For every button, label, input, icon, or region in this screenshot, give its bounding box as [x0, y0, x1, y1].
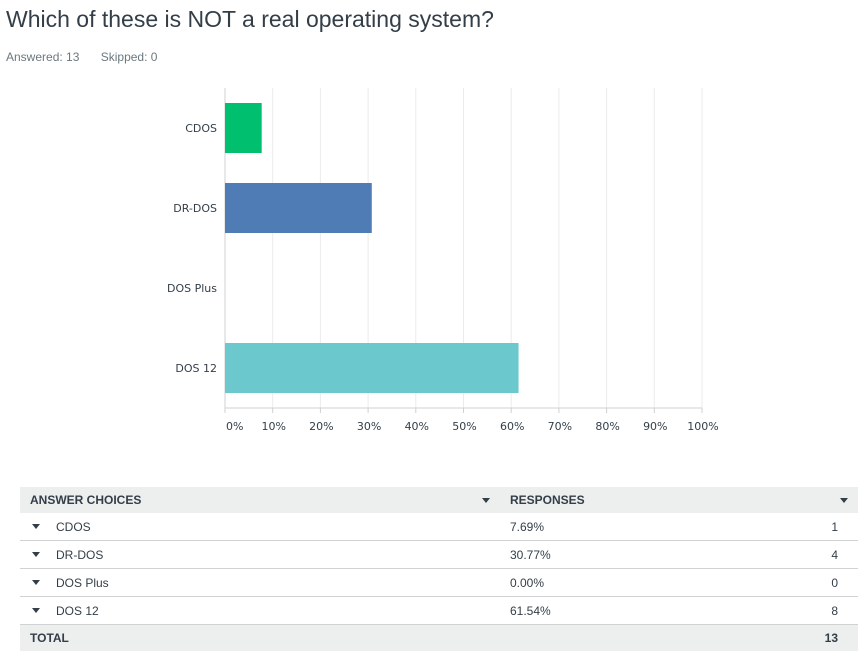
table-row: CDOS 7.69% 1	[20, 513, 858, 541]
answer-table: ANSWER CHOICES RESPONSES CDOS 7.69% 1 DR-…	[20, 487, 858, 651]
question-title: Which of these is NOT a real operating s…	[6, 6, 494, 32]
x-tick-label: 80%	[595, 420, 619, 433]
bar	[225, 183, 372, 233]
expand-caret-icon[interactable]	[32, 608, 40, 613]
table-row: DR-DOS 30.77% 4	[20, 541, 858, 569]
table-total-row: TOTAL 13	[20, 625, 858, 651]
category-label: DR-DOS	[173, 202, 217, 215]
table-row: DOS Plus 0.00% 0	[20, 569, 858, 597]
response-percent: 61.54%	[510, 603, 551, 618]
table-header: ANSWER CHOICES RESPONSES	[20, 487, 858, 513]
x-tick-label: 30%	[357, 420, 381, 433]
choice-label: DOS 12	[56, 603, 99, 618]
x-tick-label: 0%	[226, 420, 243, 433]
category-label: DOS 12	[175, 362, 217, 375]
skipped-count: Skipped: 0	[100, 50, 158, 64]
total-label: TOTAL	[30, 631, 69, 645]
expand-caret-icon[interactable]	[32, 552, 40, 557]
bar	[225, 343, 519, 393]
response-percent: 7.69%	[510, 519, 545, 534]
choice-label: DR-DOS	[56, 547, 104, 562]
response-count: 1	[831, 519, 838, 534]
answer-choices-header[interactable]: ANSWER CHOICES	[20, 493, 500, 507]
answered-count: Answered: 13	[6, 50, 80, 64]
response-stats: Answered: 13 Skipped: 0	[6, 50, 175, 64]
x-tick-label: 70%	[548, 420, 572, 433]
sort-caret-icon[interactable]	[840, 498, 848, 503]
answer-choices-label: ANSWER CHOICES	[30, 493, 142, 507]
responses-header[interactable]: RESPONSES	[500, 493, 858, 507]
choice-label: CDOS	[56, 519, 91, 534]
x-tick-label: 20%	[309, 420, 333, 433]
table-row: DOS 12 61.54% 8	[20, 597, 858, 625]
x-tick-label: 10%	[261, 420, 285, 433]
bar	[225, 103, 262, 153]
x-tick-label: 40%	[405, 420, 429, 433]
responses-label: RESPONSES	[510, 493, 585, 507]
response-count: 0	[831, 575, 838, 590]
sort-caret-icon[interactable]	[482, 498, 490, 503]
x-tick-label: 90%	[643, 420, 667, 433]
response-percent: 0.00%	[510, 575, 545, 590]
response-count: 8	[831, 603, 838, 618]
expand-caret-icon[interactable]	[32, 580, 40, 585]
x-tick-label: 60%	[500, 420, 524, 433]
total-count: 13	[824, 631, 838, 645]
x-tick-label: 100%	[687, 420, 718, 433]
category-label: CDOS	[185, 122, 217, 135]
choice-label: DOS Plus	[56, 575, 109, 590]
response-percent: 30.77%	[510, 547, 551, 562]
response-count: 4	[831, 547, 838, 562]
bar-chart: 0% 10% 20% 30% 40% 50% 60% 70% 80% 90% 100% CDOS DR-…	[167, 88, 719, 433]
x-tick-label: 50%	[452, 420, 476, 433]
expand-caret-icon[interactable]	[32, 524, 40, 529]
category-label: DOS Plus	[167, 282, 217, 295]
